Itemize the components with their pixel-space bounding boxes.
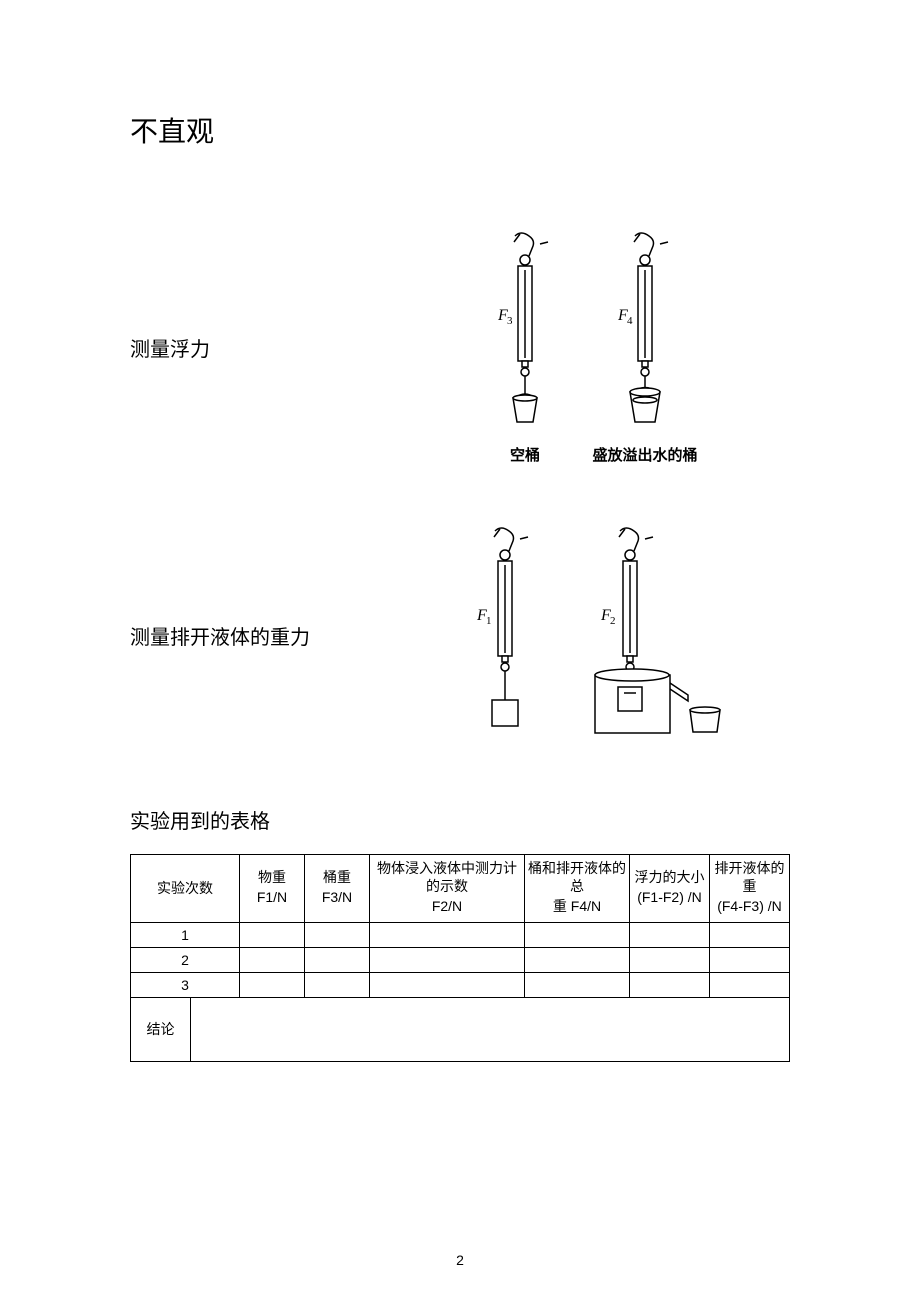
col-displaced-weight: 排开液体的重 (F4-F3) /N	[710, 855, 790, 923]
trial-number: 1	[131, 922, 240, 947]
section-label: 测量浮力	[130, 333, 410, 362]
diagram-caption: 盛放溢出水的桶	[592, 444, 697, 465]
experiment-table: 实验次数 物重 F1/N 桶重 F3/N 物体浸入液体中测力计的示数 F2/N …	[130, 854, 790, 1062]
svg-text:2: 2	[610, 615, 616, 627]
col-submerged: 物体浸入液体中测力计的示数 F2/N	[370, 855, 525, 923]
svg-text:3: 3	[507, 315, 513, 327]
svg-text:1: 1	[486, 615, 492, 627]
page-number: 2	[0, 1252, 920, 1268]
table-row: 1	[131, 922, 790, 947]
conclusion-cell	[191, 997, 790, 1061]
col-trial: 实验次数	[131, 855, 240, 923]
table-row: 2	[131, 947, 790, 972]
trial-number: 3	[131, 972, 240, 997]
table-section-title: 实验用到的表格	[130, 805, 790, 834]
table-row: 3	[131, 972, 790, 997]
conclusion-label: 结论	[131, 997, 191, 1061]
diagram-buoyancy: F 3 空桶	[410, 230, 790, 465]
scale-f4: F 4 盛放溢出水的桶	[580, 230, 710, 465]
section-displaced: 测量排开液体的重力 F 1	[130, 525, 790, 745]
table-conclusion-row: 结论	[131, 997, 790, 1061]
spring-scale-icon: F 1	[465, 525, 545, 745]
spring-scale-icon: F 4	[580, 230, 710, 440]
spring-scale-icon: F 2	[565, 525, 735, 745]
trial-number: 2	[131, 947, 240, 972]
table-header-row: 实验次数 物重 F1/N 桶重 F3/N 物体浸入液体中测力计的示数 F2/N …	[131, 855, 790, 923]
scale-f3: F 3 空桶	[490, 230, 560, 465]
scale-f1: F 1	[465, 525, 545, 745]
col-total: 桶和排开液体的总 重 F4/N	[525, 855, 630, 923]
spring-scale-icon: F 3	[490, 230, 560, 440]
col-weight: 物重 F1/N	[240, 855, 305, 923]
svg-text:4: 4	[627, 315, 633, 327]
section-label: 测量排开液体的重力	[130, 621, 410, 650]
col-bucket-weight: 桶重 F3/N	[305, 855, 370, 923]
diagram-displaced: F 1	[410, 525, 790, 745]
page-heading: 不直观	[130, 110, 790, 150]
section-buoyancy: 测量浮力	[130, 230, 790, 465]
diagram-caption: 空桶	[510, 444, 540, 465]
col-buoyancy: 浮力的大小 (F1-F2) /N	[630, 855, 710, 923]
scale-f2: F 2	[565, 525, 735, 745]
page: 不直观 测量浮力	[0, 0, 920, 1303]
